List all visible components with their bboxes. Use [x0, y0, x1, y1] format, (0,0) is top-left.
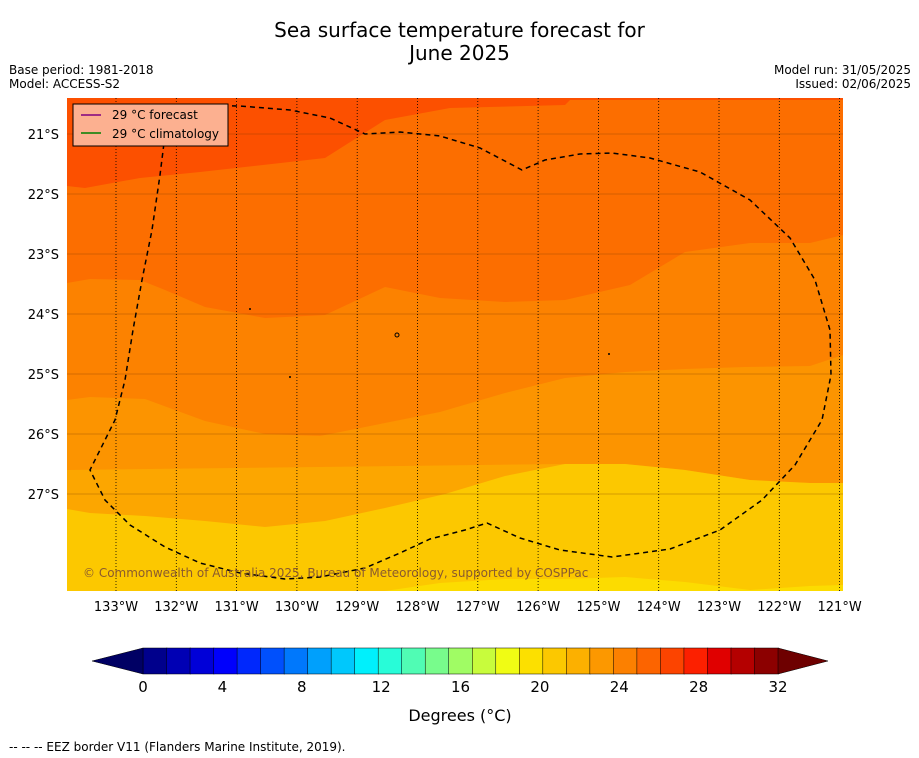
longitude-label: 123°W: [697, 600, 741, 615]
latitude-labels: 21°S 22°S 23°S 24°S 25°S 26°S 27°S: [28, 128, 59, 503]
run-info: Model run: 31/05/2025 Issued: 02/06/2025: [774, 63, 911, 91]
eez-source-note: -- -- -- EEZ border V11 (Flanders Marine…: [9, 740, 346, 754]
island-marker: [608, 353, 610, 355]
longitude-label: 122°W: [757, 600, 801, 615]
longitude-label: 127°W: [456, 600, 500, 615]
longitude-label: 126°W: [516, 600, 560, 615]
colorbar-swatch: [166, 647, 191, 675]
colorbar-swatch: [424, 647, 450, 675]
latitude-label: 21°S: [28, 128, 59, 143]
colorbar-tick-label: 28: [689, 678, 708, 696]
base-period: Base period: 1981-2018: [9, 63, 154, 77]
longitude-label: 121°W: [818, 600, 862, 615]
colorbar-swatch: [377, 647, 403, 675]
colorbar-swatch: [472, 647, 497, 675]
colorbar-swatch: [730, 647, 756, 675]
colorbar: [91, 647, 829, 675]
colorbar-high-extend: [777, 647, 829, 675]
colorbar-tick-label: 20: [530, 678, 549, 696]
latitude-label: 24°S: [28, 308, 59, 323]
colorbar-swatch: [213, 647, 238, 675]
colorbar-swatch: [283, 647, 309, 675]
colorbar-swatch: [683, 647, 709, 675]
colorbar-swatch: [142, 647, 168, 675]
legend-box: 29 °C forecast 29 °C climatology: [72, 103, 229, 147]
title-line-1: Sea surface temperature forecast for: [274, 18, 645, 42]
colorbar-tick-label: 4: [218, 678, 228, 696]
colorbar-swatch: [401, 647, 426, 675]
title-line-2: June 2025: [409, 41, 510, 65]
colorbar-tick-label: 16: [451, 678, 470, 696]
eez-border: [89, 104, 832, 580]
chart-title: Sea surface temperature forecast for Jun…: [0, 19, 919, 65]
colorbar-swatch: [707, 647, 732, 675]
island-marker: [289, 376, 291, 378]
longitude-label: 128°W: [395, 600, 439, 615]
longitude-label: 133°W: [94, 600, 138, 615]
colorbar-tick-label: 32: [768, 678, 787, 696]
band-coolest: [67, 464, 843, 591]
latitude-label: 27°S: [28, 488, 59, 503]
longitude-label: 125°W: [576, 600, 620, 615]
graticule: [67, 98, 843, 591]
colorbar-swatch: [495, 647, 521, 675]
longitude-label: 129°W: [335, 600, 379, 615]
longitude-labels: 133°W 132°W 131°W 130°W 129°W 128°W 127°W 126°W…: [94, 600, 862, 615]
longitude-label: 130°W: [275, 600, 319, 615]
island-marker: [249, 308, 251, 310]
model-name: Model: ACCESS-S2: [9, 77, 121, 91]
colorbar-swatch: [448, 647, 474, 675]
issued-date: Issued: 02/06/2025: [795, 77, 911, 91]
colorbar-swatch: [330, 647, 356, 675]
legend-climatology-label: 29 °C climatology: [112, 127, 219, 141]
colorbar-swatch: [354, 647, 379, 675]
band-hottest: [67, 98, 843, 188]
band-edge: [385, 577, 843, 591]
legend-background: [72, 103, 229, 147]
island-marker: [394, 332, 400, 338]
colorbar-swatch: [660, 647, 685, 675]
model-info: Base period: 1981-2018 Model: ACCESS-S2: [9, 63, 154, 91]
longitude-label: 132°W: [154, 600, 198, 615]
temperature-field: [67, 98, 843, 591]
colorbar-swatch: [636, 647, 662, 675]
colorbar-swatch: [542, 647, 568, 675]
colorbar-swatch: [307, 647, 332, 675]
colorbar-tick-label: 12: [372, 678, 391, 696]
colorbar-swatch: [519, 647, 544, 675]
colorbar-swatch: [236, 647, 262, 675]
colorbar-tick-label: 8: [297, 678, 307, 696]
colorbar-low-extend: [91, 647, 144, 675]
colorbar-label: Degrees (°C): [408, 706, 511, 725]
legend-forecast-label: 29 °C forecast: [112, 108, 198, 122]
latitude-label: 22°S: [28, 188, 59, 203]
colorbar-swatch: [613, 647, 638, 675]
latitude-label: 23°S: [28, 248, 59, 263]
colorbar-swatch: [566, 647, 591, 675]
longitude-label: 131°W: [215, 600, 259, 615]
colorbar-tick-label: 24: [610, 678, 629, 696]
copyright-text: © Commonwealth of Australia 2025, Bureau…: [83, 566, 588, 580]
latitude-label: 25°S: [28, 368, 59, 383]
model-run: Model run: 31/05/2025: [773, 63, 911, 77]
latitude-label: 26°S: [28, 428, 59, 443]
longitude-label: 124°W: [637, 600, 681, 615]
colorbar-tick-label: 0: [138, 678, 148, 696]
colorbar-swatch: [260, 647, 285, 675]
colorbar-swatch: [589, 647, 615, 675]
colorbar-swatch: [754, 647, 779, 675]
colorbar-swatch: [189, 647, 215, 675]
colorbar-ticks: 0 4 8 12 16 20 24 28 32: [138, 678, 787, 696]
